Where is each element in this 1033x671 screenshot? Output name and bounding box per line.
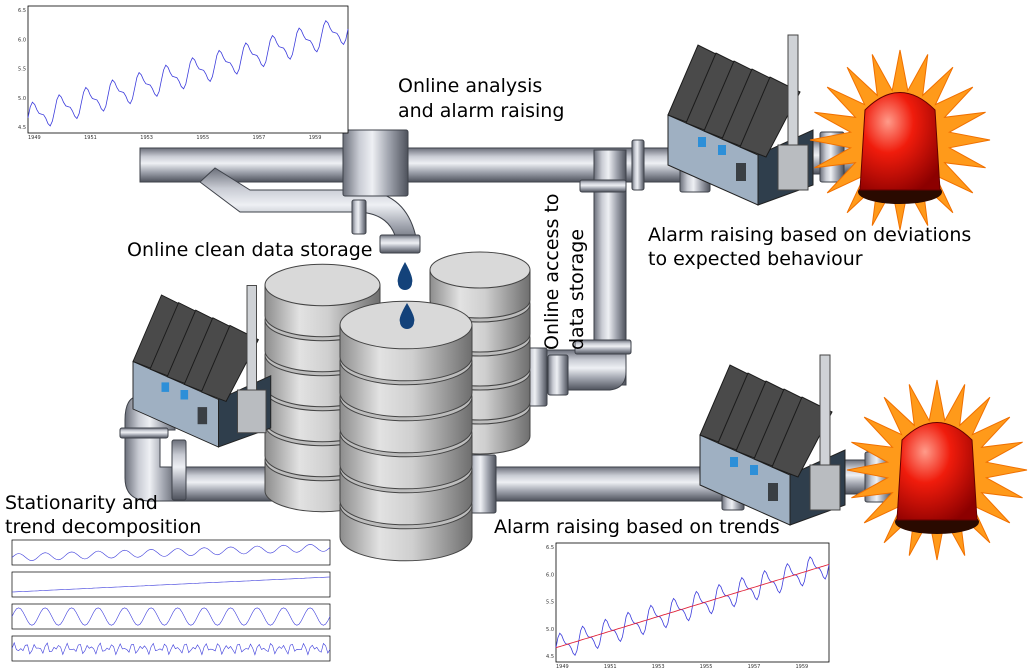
x-tick-label: 1955 <box>196 135 209 141</box>
label: data storage <box>566 229 588 350</box>
chimney-base <box>809 464 841 511</box>
factory-window <box>161 382 170 392</box>
chimney <box>819 354 831 476</box>
pipe-flange <box>351 199 367 235</box>
factory-window <box>750 465 758 475</box>
factory-window <box>730 457 738 467</box>
pipe-flange <box>631 139 645 191</box>
objects <box>132 34 1028 562</box>
series-line <box>11 641 331 656</box>
pipe-flange <box>547 354 569 396</box>
factory-roof <box>739 76 801 158</box>
factory-door <box>736 163 746 181</box>
trend-line <box>555 563 830 649</box>
x-tick-label: 1957 <box>748 664 761 670</box>
label: to expected behaviour <box>648 248 863 270</box>
y-tick-label: 6.0 <box>18 37 26 43</box>
y-tick-label: 6.0 <box>546 572 554 578</box>
label: and alarm raising <box>398 100 564 122</box>
label: Online clean data storage <box>127 239 372 261</box>
label: Alarm raising based on deviations <box>648 224 971 246</box>
label: Online access to <box>541 194 563 350</box>
database-disk-top <box>264 263 381 307</box>
factory <box>667 34 814 206</box>
label: trend decomposition <box>5 516 201 538</box>
chart-frame <box>11 539 331 566</box>
chart-frame <box>27 5 349 134</box>
factory-roof <box>771 396 833 478</box>
series-line <box>11 607 331 626</box>
factory-window <box>698 137 706 147</box>
x-tick-label: 1951 <box>604 664 617 670</box>
label: Alarm raising based on trends <box>494 516 780 538</box>
droplet <box>399 303 415 329</box>
chimney <box>246 285 257 400</box>
y-tick-label: 6.5 <box>18 8 26 14</box>
x-tick-label: 1957 <box>253 135 266 141</box>
x-tick-label: 1949 <box>556 664 569 670</box>
factory <box>132 285 272 448</box>
chart-frame <box>555 542 830 663</box>
droplet <box>397 262 413 290</box>
factory-window <box>180 390 189 400</box>
pipe-flange <box>574 339 632 355</box>
pipe-flange <box>119 427 169 439</box>
y-tick-label: 4.5 <box>546 654 554 660</box>
y-tick-label: 4.5 <box>18 125 26 131</box>
chimney-base <box>237 389 267 434</box>
pipe-flange <box>379 234 421 254</box>
label: Online analysis <box>398 75 542 97</box>
y-tick-label: 6.5 <box>546 545 554 551</box>
chimney <box>787 34 799 156</box>
y-tick-label: 5.0 <box>18 96 26 102</box>
pipe-flange <box>171 439 187 501</box>
series-line <box>11 544 331 561</box>
y-tick-label: 5.0 <box>546 627 554 633</box>
series-line <box>11 576 331 593</box>
series-line <box>27 19 349 127</box>
factory-roof <box>200 324 260 402</box>
y-tick-label: 5.5 <box>18 67 26 73</box>
factory-door <box>768 483 778 501</box>
database-disk-top <box>429 251 531 289</box>
chart-frame <box>11 635 331 662</box>
x-tick-label: 1949 <box>28 135 41 141</box>
factory <box>699 354 846 526</box>
x-tick-label: 1959 <box>309 135 322 141</box>
x-tick-label: 1959 <box>795 664 808 670</box>
factory-door <box>197 407 208 425</box>
alarm-dome <box>896 422 978 521</box>
x-tick-label: 1953 <box>140 135 153 141</box>
chimney-base <box>777 144 809 191</box>
factory-window <box>718 145 726 155</box>
charts: 1949 1951 1953 1955 1957 19596.56.05.55.04.51… <box>11 5 830 670</box>
x-tick-label: 1953 <box>652 664 665 670</box>
y-tick-label: 5.5 <box>546 600 554 606</box>
x-tick-label: 1951 <box>84 135 97 141</box>
label: Stationarity and <box>5 492 158 514</box>
x-tick-label: 1955 <box>700 664 713 670</box>
pipe-flange <box>579 179 627 193</box>
pipe <box>139 147 681 183</box>
pipe-flange <box>342 129 409 197</box>
alarm-dome <box>859 92 941 191</box>
